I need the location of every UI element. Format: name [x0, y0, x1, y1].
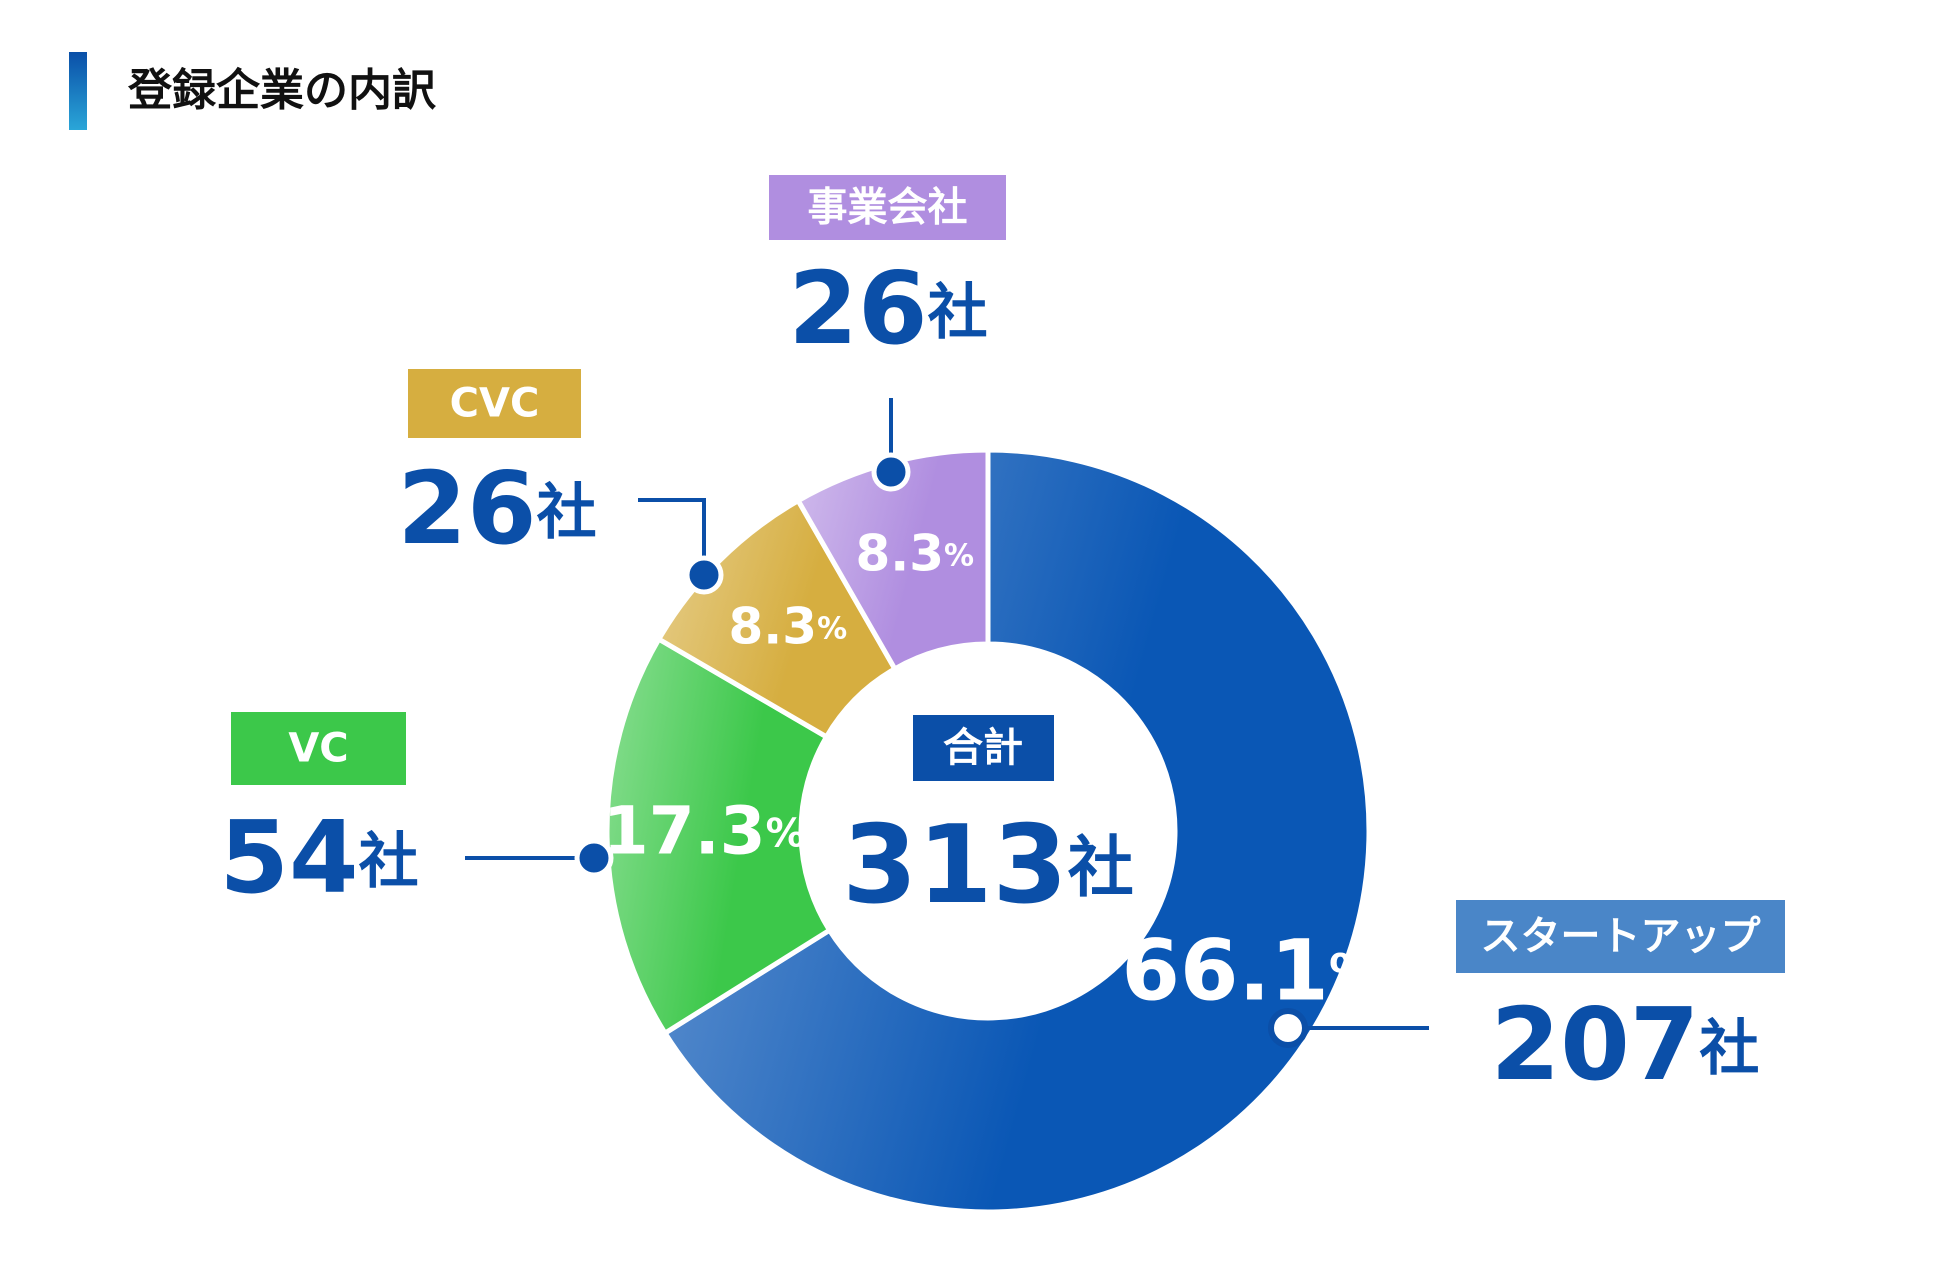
percent-label: 17.3% — [603, 793, 806, 870]
total-value: 313社 — [842, 803, 1133, 928]
category-label: 事業会社 — [808, 185, 968, 231]
leader-dot — [1268, 1008, 1308, 1048]
category-box — [408, 369, 581, 438]
category-label: CVC — [450, 381, 540, 427]
category-box — [231, 712, 406, 785]
count-label: 26社 — [397, 450, 596, 567]
leader-line — [638, 498, 706, 575]
count-label: 54社 — [219, 799, 418, 916]
category-label: スタートアップ — [1481, 914, 1761, 960]
donut-slice — [794, 447, 991, 673]
total-title: 合計 — [943, 725, 1023, 771]
donut-slice — [604, 635, 833, 1037]
count-label: 207社 — [1491, 986, 1760, 1103]
total-title-box — [913, 715, 1054, 781]
title-accent — [69, 52, 87, 130]
leader-dot — [574, 838, 614, 878]
percent-label: 8.3% — [855, 524, 974, 582]
category-box — [1456, 900, 1785, 973]
percent-label: 8.3% — [728, 597, 847, 655]
donut-slice — [661, 447, 1372, 1215]
category-box — [769, 175, 1006, 240]
category-label: VC — [288, 726, 348, 772]
leader-dot — [871, 452, 911, 492]
percent-label: 66.1% — [1122, 921, 1380, 1019]
count-label: 26社 — [788, 250, 987, 367]
leader-dot — [684, 555, 724, 595]
page-title: 登録企業の内訳 — [127, 65, 437, 116]
